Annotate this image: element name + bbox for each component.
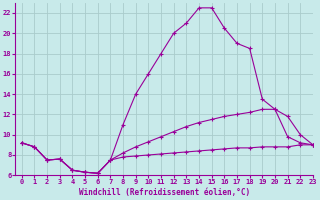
X-axis label: Windchill (Refroidissement éolien,°C): Windchill (Refroidissement éolien,°C): [79, 188, 250, 197]
